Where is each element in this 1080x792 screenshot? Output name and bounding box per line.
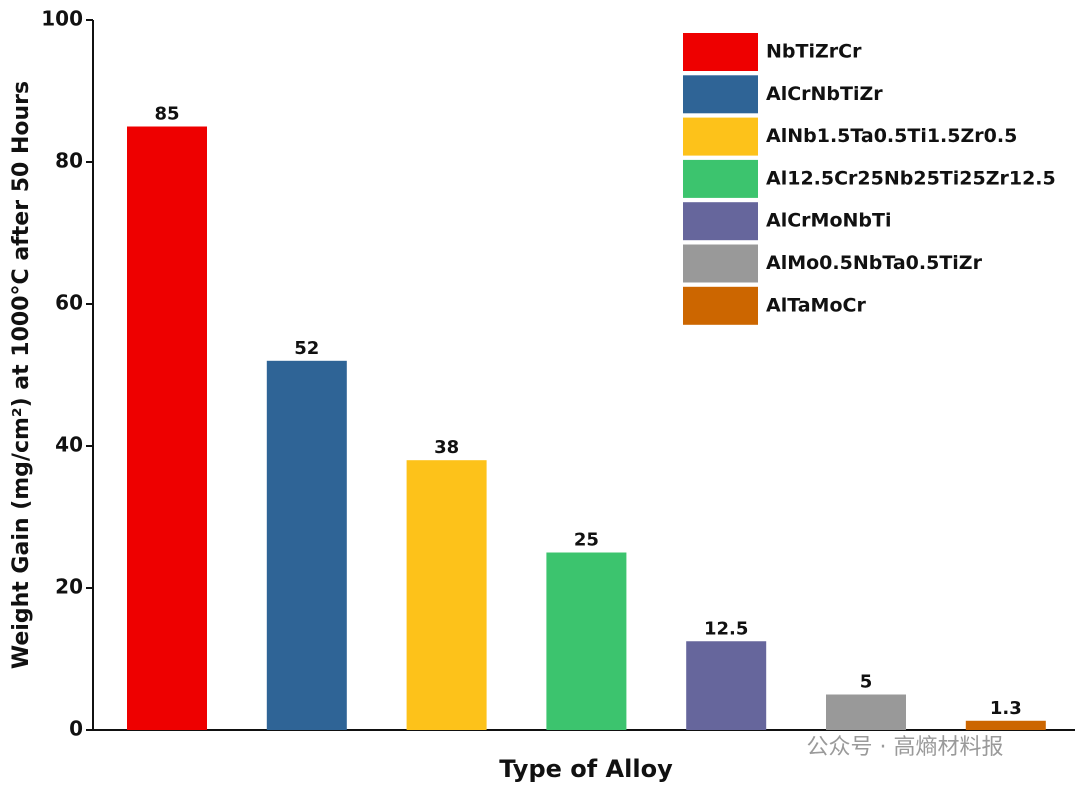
watermark: 公众号 · 高熵材料报 bbox=[807, 735, 1004, 760]
legend-swatch bbox=[683, 202, 758, 241]
data-label: 25 bbox=[574, 530, 599, 551]
y-tick-label: 0 bbox=[69, 717, 83, 741]
legend-swatch bbox=[683, 117, 758, 156]
y-tick-label: 20 bbox=[55, 575, 83, 599]
data-label: 38 bbox=[434, 437, 459, 458]
data-label: 52 bbox=[294, 338, 319, 359]
legend-label: AlCrNbTiZr bbox=[766, 83, 883, 105]
y-tick-label: 40 bbox=[55, 433, 83, 457]
x-axis-label: Type of Alloy bbox=[499, 755, 673, 783]
bar bbox=[406, 460, 487, 730]
bar bbox=[965, 720, 1046, 730]
data-label: 5 bbox=[860, 672, 873, 693]
legend-swatch bbox=[683, 75, 758, 114]
legend-label: AlTaMoCr bbox=[766, 294, 866, 316]
legend-swatch bbox=[683, 244, 758, 283]
data-label: 1.3 bbox=[990, 698, 1022, 719]
bar bbox=[686, 641, 767, 730]
legend-label: NbTiZrCr bbox=[766, 41, 862, 63]
data-label: 12.5 bbox=[704, 618, 748, 639]
bar bbox=[127, 126, 207, 730]
legend-label: AlNb1.5Ta0.5Ti1.5Zr0.5 bbox=[766, 125, 1017, 147]
data-label: 85 bbox=[154, 104, 179, 125]
legend-swatch bbox=[683, 286, 758, 325]
legend-label: Al12.5Cr25Nb25Ti25Zr12.5 bbox=[766, 167, 1056, 189]
bar bbox=[826, 694, 906, 730]
bar bbox=[266, 360, 347, 730]
legend-label: AlMo0.5NbTa0.5TiZr bbox=[766, 252, 983, 274]
y-tick-label: 100 bbox=[41, 7, 83, 31]
y-tick-label: 80 bbox=[55, 149, 83, 173]
bar bbox=[546, 552, 627, 730]
y-axis-label: Weight Gain (mg/cm²) at 1000°C after 50 … bbox=[9, 81, 34, 669]
legend-swatch bbox=[683, 159, 758, 198]
legend-label: AlCrMoNbTi bbox=[766, 210, 891, 232]
y-tick-label: 60 bbox=[55, 291, 83, 315]
legend-swatch bbox=[683, 33, 758, 71]
